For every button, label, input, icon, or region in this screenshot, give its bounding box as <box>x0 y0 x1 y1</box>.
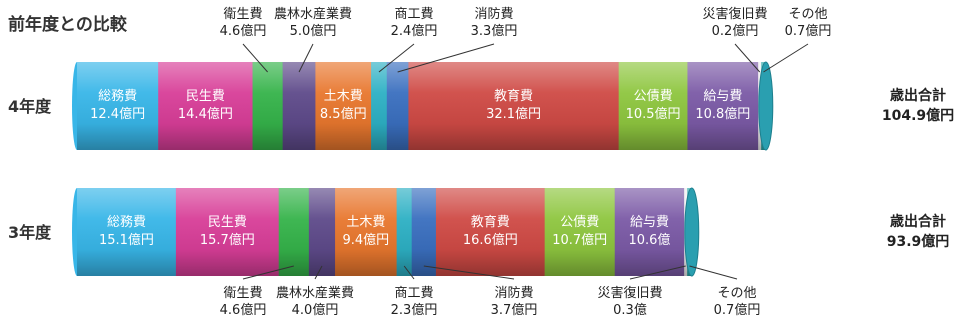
segment-name-label: 総務費 <box>98 89 137 104</box>
segment-value-label: 10.8億円 <box>695 106 750 122</box>
total-label: 歳出合計 <box>890 213 946 230</box>
bar-segment-7-shading <box>435 188 546 276</box>
total-label: 歳出合計 <box>890 87 946 104</box>
bar-segment-5-shading <box>396 188 413 276</box>
row-label: 4年度 <box>8 97 52 116</box>
leader-line <box>242 265 294 280</box>
segment-value-label: 0.3億 <box>613 302 647 318</box>
segment-name-label: 教育費 <box>494 88 533 104</box>
bar-segment-9-shading <box>614 188 685 276</box>
segment-value-label: 5.0億円 <box>290 23 337 39</box>
bar-segment-8-shading <box>618 62 689 150</box>
segment-name-label: 災害復旧費 <box>702 6 767 22</box>
segment-value-label: 32.1億円 <box>486 106 541 122</box>
segment-value-label: 3.7億円 <box>491 302 538 318</box>
segment-name-label: 農林水産業費 <box>276 285 354 301</box>
segment-name-label: 教育費 <box>471 214 510 230</box>
segment-value-label: 0.7億円 <box>785 23 832 39</box>
segment-value-label: 4.0億円 <box>292 302 339 318</box>
leader-line <box>378 43 415 73</box>
bar-segment-9-shading <box>687 62 759 150</box>
segment-name-label: 消防費 <box>474 6 513 22</box>
bar-end-cap <box>684 187 700 277</box>
segment-value-label: 10.7億円 <box>552 232 607 248</box>
segment-name-label: 公債費 <box>634 89 673 104</box>
segment-name-label: 衛生費 <box>223 7 262 22</box>
bar-segment-5-shading <box>371 62 388 150</box>
bar-segment-2-shading <box>278 188 310 276</box>
leader-line <box>298 43 314 73</box>
segment-value-label: 10.5億円 <box>626 106 681 122</box>
segment-value-label: 2.3億円 <box>391 302 438 318</box>
segment-value-label: 4.6億円 <box>220 23 267 39</box>
leader-line <box>734 43 761 73</box>
segment-value-label: 3.3億円 <box>471 23 518 39</box>
segment-name-label: 土木費 <box>346 215 385 230</box>
bar-segment-3-shading <box>308 188 336 276</box>
bar-segment-3-shading <box>282 62 317 150</box>
total-value: 93.9億円 <box>887 233 950 250</box>
leader-line <box>314 265 323 280</box>
segment-value-label: 4.6億円 <box>220 302 267 318</box>
segment-value-label: 0.7億円 <box>714 302 761 318</box>
segment-name-label: その他 <box>788 7 827 22</box>
total-value: 104.9億円 <box>882 107 954 124</box>
bar-segment-6-shading <box>411 188 437 276</box>
leader-line <box>242 43 268 73</box>
bar-segment-8-shading <box>544 188 616 276</box>
bar-segment-1-shading <box>158 62 254 150</box>
segment-value-label: 0.2億円 <box>712 23 759 39</box>
bar-segment-0-shading <box>77 188 177 276</box>
segment-name-label: 民生費 <box>208 215 247 230</box>
segment-name-label: 土木費 <box>324 89 363 104</box>
bar-segment-1-shading <box>175 188 280 276</box>
segment-name-label: 災害復旧費 <box>597 285 662 301</box>
leader-line <box>423 265 515 280</box>
segment-name-label: 民生費 <box>186 89 225 104</box>
leader-line <box>629 265 686 280</box>
segment-value-label: 15.1億円 <box>99 232 154 248</box>
leader-line <box>763 43 809 73</box>
segment-name-label: 公債費 <box>560 215 599 230</box>
segment-value-label: 14.4億円 <box>178 106 233 122</box>
segment-name-label: 商工費 <box>394 7 433 22</box>
bar-segment-4-shading <box>315 62 372 150</box>
row-previous-year: 3年度 総務費 15.1億円 民生費 15.7億円 土木費 9.4億円 教育費 16.6億円 公債… <box>8 187 950 318</box>
chart-title: 前年度との比較 <box>8 14 128 35</box>
segment-name-label: 農林水産業費 <box>274 6 352 22</box>
segment-value-label: 2.4億円 <box>391 23 438 39</box>
leader-line <box>689 265 738 280</box>
segment-value-label: 16.6億円 <box>463 232 518 248</box>
segment-value-label: 8.5億円 <box>320 106 367 122</box>
bar-segment-2-shading <box>252 62 284 150</box>
segment-name-label: 商工費 <box>394 286 433 301</box>
segment-value-label: 15.7億円 <box>200 232 255 248</box>
bar-segment-6-shading <box>386 62 410 150</box>
segment-value-label: 9.4億円 <box>343 232 390 248</box>
segment-name-label: 総務費 <box>107 215 146 230</box>
bar-segment-0-shading <box>77 62 159 150</box>
leader-line <box>403 265 415 280</box>
segment-value-label: 10.6億 <box>628 232 670 248</box>
segment-name-label: 消防費 <box>494 285 533 301</box>
row-label: 3年度 <box>8 223 52 242</box>
bar-end-cap <box>758 61 774 151</box>
row-current-year: 4年度 総務費 12.4億円 民生費 14.4億円 土木費 8.5億円 教育費 32.1億円 公債… <box>8 6 954 151</box>
segment-name-label: 衛生費 <box>223 286 262 301</box>
segment-name-label: 給与費 <box>703 89 742 104</box>
leader-line <box>397 43 495 73</box>
segment-name-label: 給与費 <box>630 215 669 230</box>
segment-name-label: その他 <box>717 286 756 301</box>
bar-segment-7-shading <box>408 62 620 150</box>
bar-segment-4-shading <box>335 188 398 276</box>
segment-value-label: 12.4億円 <box>90 106 145 122</box>
